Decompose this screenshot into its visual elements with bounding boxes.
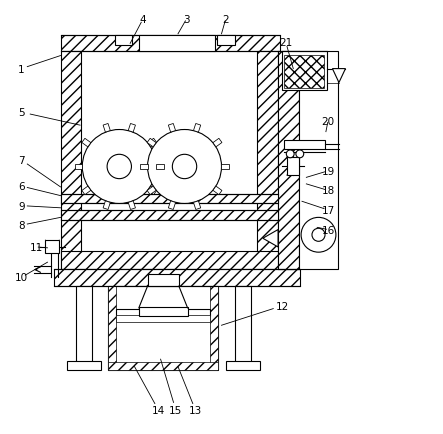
Bar [61, 36, 280, 52]
Bar [76, 286, 92, 362]
Bar [210, 286, 218, 370]
Text: 14: 14 [152, 405, 165, 415]
Bar [61, 52, 82, 269]
Text: 9: 9 [18, 201, 25, 211]
Polygon shape [332, 69, 346, 83]
Text: 12: 12 [276, 301, 289, 311]
Bar [45, 240, 59, 253]
Bar [287, 158, 299, 176]
Bar [61, 252, 278, 269]
Text: 21: 21 [279, 39, 292, 48]
Text: 7: 7 [18, 156, 25, 165]
Polygon shape [156, 164, 163, 170]
Polygon shape [103, 201, 110, 210]
Polygon shape [147, 187, 156, 195]
Polygon shape [103, 124, 110, 133]
Bar [115, 36, 132, 46]
Polygon shape [82, 139, 91, 148]
Circle shape [172, 155, 197, 179]
Bar [284, 56, 324, 89]
Bar [217, 36, 234, 46]
Text: 17: 17 [322, 206, 335, 215]
Bar [61, 210, 278, 220]
Bar [282, 52, 327, 91]
Bar [234, 286, 251, 362]
Circle shape [286, 151, 294, 158]
Text: 6: 6 [18, 182, 25, 191]
Text: 15: 15 [169, 405, 183, 415]
Polygon shape [222, 164, 229, 170]
Bar [109, 286, 218, 370]
Text: 16: 16 [322, 225, 335, 235]
Text: 19: 19 [322, 167, 335, 176]
Bar [54, 269, 300, 286]
Polygon shape [82, 187, 91, 195]
Circle shape [82, 130, 156, 204]
Polygon shape [147, 139, 156, 148]
Polygon shape [128, 124, 136, 133]
Bar [278, 52, 299, 269]
Bar [109, 286, 116, 370]
Polygon shape [213, 187, 222, 195]
Bar [148, 274, 179, 286]
Text: 20: 20 [322, 117, 334, 126]
Polygon shape [194, 124, 201, 133]
Bar [139, 307, 187, 316]
Bar [284, 140, 325, 150]
Polygon shape [140, 164, 148, 170]
Polygon shape [213, 139, 222, 148]
Text: 13: 13 [189, 405, 202, 415]
Text: 2: 2 [222, 15, 229, 24]
Text: 18: 18 [322, 186, 335, 196]
Bar [116, 309, 210, 316]
Text: 1: 1 [18, 65, 25, 74]
Bar [226, 361, 260, 370]
Polygon shape [263, 230, 278, 247]
Circle shape [301, 218, 336, 253]
Text: 3: 3 [183, 15, 190, 24]
Bar [139, 36, 215, 52]
Bar [109, 362, 218, 370]
Circle shape [107, 155, 132, 179]
Bar [257, 52, 278, 269]
Polygon shape [168, 201, 175, 210]
Bar [299, 52, 338, 269]
Text: 8: 8 [18, 221, 25, 230]
Circle shape [296, 151, 304, 158]
Text: 10: 10 [15, 273, 28, 283]
Polygon shape [194, 201, 201, 210]
Circle shape [148, 130, 222, 204]
Polygon shape [168, 124, 175, 133]
Polygon shape [148, 139, 157, 148]
Circle shape [312, 229, 325, 242]
Text: 4: 4 [140, 15, 147, 24]
Text: 5: 5 [18, 108, 25, 118]
Polygon shape [128, 201, 136, 210]
Bar [61, 194, 278, 204]
Polygon shape [148, 187, 157, 195]
Text: 11: 11 [30, 243, 43, 252]
Polygon shape [75, 164, 82, 170]
Bar [67, 361, 101, 370]
Bar [116, 316, 210, 322]
